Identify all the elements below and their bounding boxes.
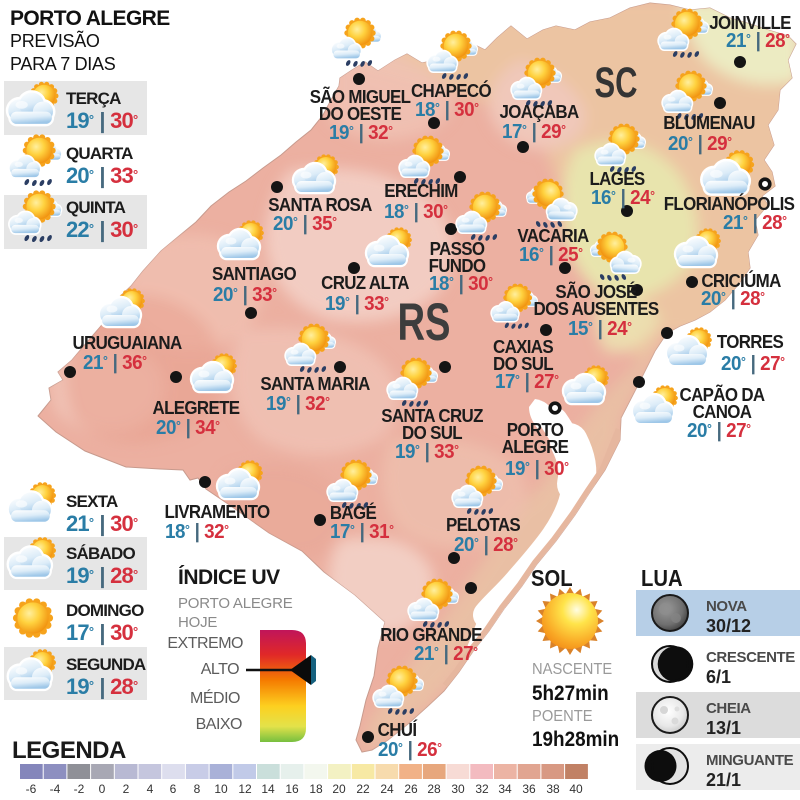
- svg-text:32: 32: [475, 782, 489, 796]
- svg-text:30: 30: [451, 782, 465, 796]
- svg-text:2: 2: [123, 782, 130, 796]
- svg-text:24: 24: [380, 782, 394, 796]
- svg-text:28: 28: [427, 782, 441, 796]
- svg-text:36: 36: [522, 782, 536, 796]
- svg-text:-6: -6: [26, 782, 37, 796]
- svg-text:10: 10: [214, 782, 228, 796]
- svg-text:14: 14: [261, 782, 275, 796]
- svg-text:0: 0: [99, 782, 106, 796]
- svg-text:8: 8: [194, 782, 201, 796]
- svg-text:22: 22: [356, 782, 370, 796]
- svg-text:20: 20: [332, 782, 346, 796]
- svg-text:40: 40: [569, 782, 583, 796]
- svg-text:26: 26: [404, 782, 418, 796]
- svg-text:18: 18: [309, 782, 323, 796]
- svg-text:-2: -2: [74, 782, 85, 796]
- svg-text:16: 16: [285, 782, 299, 796]
- svg-text:12: 12: [238, 782, 252, 796]
- svg-text:34: 34: [498, 782, 512, 796]
- svg-text:6: 6: [170, 782, 177, 796]
- svg-text:4: 4: [147, 782, 154, 796]
- svg-text:-4: -4: [50, 782, 61, 796]
- svg-text:38: 38: [546, 782, 560, 796]
